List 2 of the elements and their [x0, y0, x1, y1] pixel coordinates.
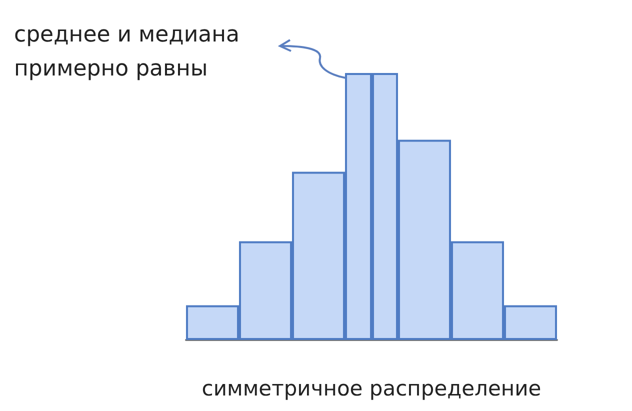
- annotation: среднее и медиана примерно равны: [14, 22, 240, 82]
- x-axis-title: симметричное распределение: [202, 376, 542, 400]
